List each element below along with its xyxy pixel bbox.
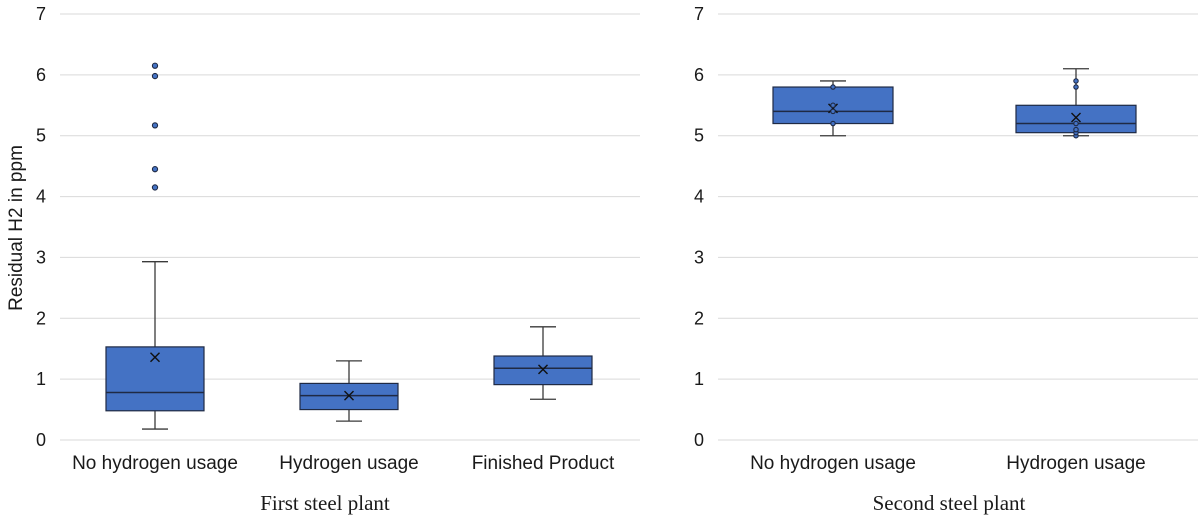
- category-label: Hydrogen usage: [279, 453, 418, 474]
- y-tick-label: 7: [36, 4, 46, 24]
- outlier-point: [151, 122, 159, 129]
- y-tick-label: 7: [694, 4, 704, 24]
- category-label: No hydrogen usage: [750, 453, 916, 474]
- data-point: [830, 108, 836, 115]
- mean-marker: [1071, 112, 1081, 123]
- plant-label-second: Second steel plant: [873, 491, 1026, 515]
- y-tick-label: 3: [694, 247, 704, 267]
- y-tick-label: 4: [694, 187, 704, 207]
- mean-marker: [150, 352, 160, 363]
- y-tick-label: 5: [36, 126, 46, 146]
- y-tick-label: 2: [694, 308, 704, 328]
- data-point: [830, 84, 836, 90]
- y-tick-label: 4: [36, 187, 46, 207]
- chart-panel-second-steel-plant: 0 1 2 3 4 5 6 7 No hydrogen usage Hydrogen usage: [694, 4, 1198, 474]
- y-tick-label: 1: [694, 369, 704, 389]
- data-point: [830, 102, 836, 109]
- outlier-point: [151, 166, 159, 173]
- y-tick-label: 2: [36, 308, 46, 328]
- y-tick-label: 5: [694, 126, 704, 146]
- outlier-point: [151, 62, 159, 69]
- category-label: No hydrogen usage: [72, 453, 238, 474]
- mean-marker: [538, 364, 548, 375]
- plant-label-first: First steel plant: [260, 491, 390, 515]
- y-tick-label: 6: [36, 65, 46, 85]
- y-tick-label: 1: [36, 369, 46, 389]
- outlier-point: [151, 72, 159, 80]
- data-point: [830, 120, 836, 127]
- data-point: [1073, 78, 1079, 84]
- y-tick-label: 0: [694, 430, 704, 450]
- data-point: [1073, 126, 1079, 133]
- outlier-point: [151, 184, 159, 191]
- category-label: Hydrogen usage: [1006, 453, 1145, 474]
- mean-marker: [828, 103, 838, 114]
- data-point: [1073, 120, 1079, 127]
- category-label: Finished Product: [472, 453, 615, 474]
- chart-panel-first-steel-plant: 0 1 2 3 4 5 6 7 No hydrogen usage Hydrogen usage F…: [36, 4, 640, 474]
- y-axis-label: Residual H2 in ppm: [6, 145, 27, 311]
- data-point: [1073, 84, 1079, 90]
- y-tick-label: 3: [36, 247, 46, 267]
- mean-marker: [344, 390, 354, 401]
- y-tick-label: 6: [694, 65, 704, 85]
- y-tick-label: 0: [36, 430, 46, 450]
